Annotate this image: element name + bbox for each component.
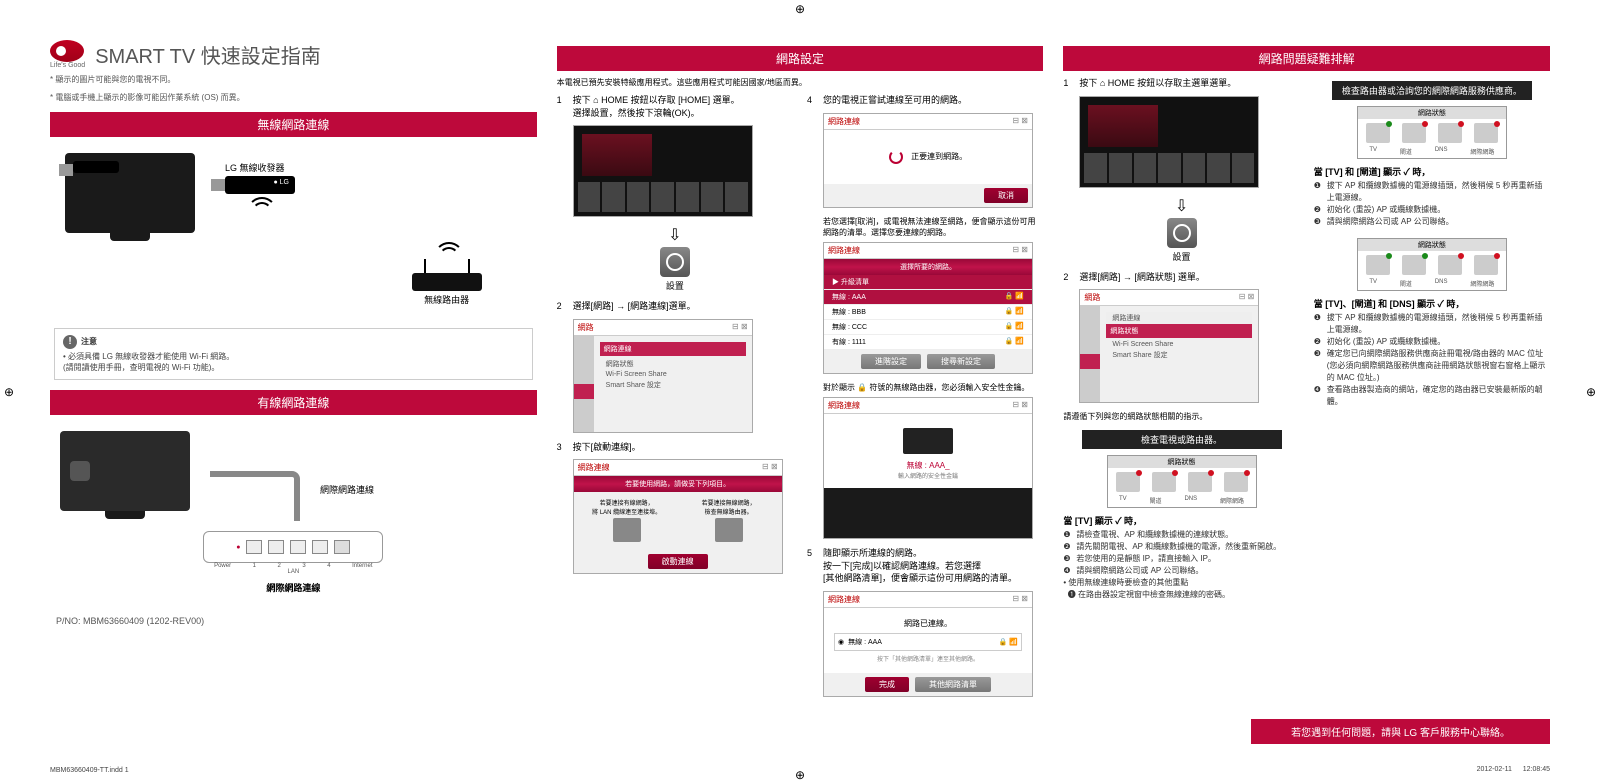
network-intro: 本電視已預先安裝特級應用程式。這些應用程式可能因國家/地區而異。: [557, 77, 1044, 88]
notice-box: ! 注意 • 必須具備 LG 無線收發器才能使用 Wi-Fi 網路。 (請閱讀使用…: [54, 328, 533, 380]
status-internet-icon: [1224, 472, 1248, 492]
advanced-button[interactable]: 進階設定: [861, 354, 921, 369]
notice-title: 注意: [81, 336, 97, 347]
tv-icon: [65, 153, 195, 233]
step-4-note: 若您選擇[取消]，或電視無法連線至網路，便會顯示這份可用網路的清單。選擇您要連線…: [823, 216, 1043, 238]
lg-logo: Life's Good: [50, 40, 85, 69]
meta-filename: MBM63660409-TT.indd 1: [50, 767, 129, 774]
status-box-3: 網路狀態 TV閘道DNS網際網路: [1357, 238, 1507, 291]
notice-body: • 必須具備 LG 無線收發器才能使用 Wi-Fi 網路。 (請閱讀使用手冊，查…: [63, 351, 524, 373]
port-label-internet: Internet: [352, 563, 372, 569]
router-image-icon: [903, 428, 953, 454]
case1-header: 當 [TV] 顯示 ✓ 時，: [1063, 514, 1299, 527]
section-wired: 有線網路連線: [50, 390, 537, 415]
step-4-text: 您的電視正嘗試連線至可用的網路。: [823, 94, 967, 107]
section-network: 網路設定: [557, 46, 1044, 71]
arrow-down-icon-2: ⇩: [1063, 196, 1299, 216]
status-box-1: 網路狀態 TV閘道DNS網際網路: [1107, 455, 1257, 508]
port-label-lan: LAN: [203, 569, 383, 575]
router-panel-icon: ●: [203, 531, 383, 563]
wireless-icon: [715, 518, 743, 542]
tv-back-icon: [60, 431, 190, 511]
connected-screenshot: 網路連線⊟ ⊠ 網路已連線。 ◉無線 : AAA🔒 📶 按下「其他網路清單」連至…: [823, 591, 1033, 697]
port-label-power: Power: [214, 563, 231, 569]
t-step-1: 按下 ⌂ HOME 按鈕以存取主選單選單。: [1079, 77, 1236, 90]
usb-dongle-icon: ● LG: [225, 176, 295, 194]
status-dns-icon: [1188, 472, 1212, 492]
network-status-menu-screenshot: 網路⊟ ⊠ 網路連線 網路狀態 Wi-Fi Screen Share Smart…: [1079, 289, 1259, 403]
router-label: 無線路由器: [412, 293, 482, 306]
dongle-label: LG 無線收發器: [225, 161, 295, 174]
disclaimer-2: * 電腦或手機上顯示的影像可能因作業系統 (OS) 而異。: [50, 93, 537, 103]
crop-mark-left: ⊕: [4, 385, 14, 399]
step-5-text: 隨即顯示所連線的網路。 按一下[完成]以確認網路連線。若您選擇 [其他網路清單]…: [823, 547, 1017, 585]
ap-list-screenshot: 網路連線⊟ ⊠ 選擇所要的網路。 ▶ 升級清單 無線 : AAA🔒 📶 無線 :…: [823, 242, 1033, 374]
settings-gear-icon: [660, 247, 690, 277]
status-box-2: 網路狀態 TV閘道DNS網際網路: [1357, 106, 1507, 159]
exclamation-icon: !: [63, 335, 77, 349]
step-2-text: 選擇[網路] → [網路連線]選單。: [573, 300, 696, 313]
cancel-button[interactable]: 取消: [984, 188, 1028, 203]
section-wireless: 無線網路連線: [50, 112, 537, 137]
wifi-waves-icon-2: [434, 245, 460, 267]
case3-header: 當 [TV]、[閘道] 和 [DNS] 顯示 ✓ 時，: [1314, 297, 1550, 310]
arrow-down-icon: ⇩: [557, 225, 793, 245]
onscreen-keyboard[interactable]: [824, 488, 1032, 538]
wireless-router-icon: [412, 273, 482, 291]
wired-icon: [613, 518, 641, 542]
t-step-2: 選擇[網路] → [網路狀態] 選單。: [1079, 271, 1205, 284]
other-networks-button[interactable]: 其他網路清單: [915, 677, 991, 692]
network-menu-screenshot: 網路⊟ ⊠ 網路連線 網路狀態 Wi-Fi Screen Share Smart…: [573, 319, 753, 433]
case1-list: ❶請檢查電視、AP 和纜線數據機的連線狀態。 ❷請先關閉電視、AP 和纜線數據機…: [1063, 529, 1299, 601]
wireless-diagram: LG 無線收發器 ● LG 無線路由器: [50, 143, 537, 318]
part-number: P/NO: MBM63660409 (1202-REV00): [56, 616, 537, 626]
disclaimer-1: * 顯示的圖片可能與您的電視不同。: [50, 75, 537, 85]
follow-text: 請遵循下列與您的網路狀態相關的指示。: [1063, 411, 1299, 422]
settings-gear-icon-2: [1167, 218, 1197, 248]
window-controls-icon: ⊟ ⊠: [732, 322, 748, 333]
crop-mark-bottom: ⊕: [795, 768, 805, 782]
cable-label-2: 網際網路連線: [203, 581, 383, 594]
case3-list: ❶拔下 AP 和纜線數據機的電源線插頭，然後稍候 5 秒再重新插上電源線。 ❷初…: [1314, 312, 1550, 408]
done-button[interactable]: 完成: [865, 677, 909, 692]
step-3-text: 按下[啟動連線]。: [573, 441, 641, 454]
crop-mark-right: ⊕: [1586, 385, 1596, 399]
search-button[interactable]: 搜尋新設定: [927, 354, 995, 369]
column-troubleshoot: 網路問題疑難排解 1按下 ⌂ HOME 按鈕以存取主選單選單。 ⇩ 設置 2選擇…: [1063, 40, 1550, 705]
settings-label: 設置: [557, 279, 793, 292]
spinner-icon: [889, 150, 903, 164]
doc-header: Life's Good SMART TV 快速設定指南: [50, 40, 537, 69]
start-connection-button[interactable]: 啟動連線: [648, 554, 708, 569]
column-network-setup: 網路設定 本電視已預先安裝特級應用程式。這些應用程式可能因國家/地區而異。 1按…: [557, 40, 1044, 705]
footer-contact: 若您遇到任何問題，請與 LG 客戶服務中心聯絡。: [1251, 719, 1550, 744]
status-gateway-icon: [1152, 472, 1176, 492]
wifi-waves-icon: [247, 200, 273, 222]
case2-list: ❶拔下 AP 和纜線數據機的電源線插頭，然後稍候 5 秒再重新插上電源線。 ❷初…: [1314, 180, 1550, 228]
doc-title: SMART TV 快速設定指南: [95, 40, 321, 69]
status-tv-icon: [1116, 472, 1140, 492]
section-trouble: 網路問題疑難排解: [1063, 46, 1550, 71]
start-connection-screenshot: 網路連線⊟ ⊠ 若要使用網路，請做妥下列項目。 若要連接有線網路， 將 LAN …: [573, 459, 783, 574]
connecting-screenshot: 網路連線⊟ ⊠ 正要連到網路。 取消: [823, 113, 1033, 208]
callout-check-router-isp: 檢查路由器或洽詢您的網際網路服務供應商。: [1332, 81, 1532, 100]
callout-check-tv-router: 檢查電視或路由器。: [1082, 430, 1282, 449]
case2-header: 當 [TV] 和 [閘道] 顯示 ✓ 時，: [1314, 165, 1550, 178]
step-1-text: 按下 ⌂ HOME 按鈕以存取 [HOME] 選單。 選擇設置，然後按下滾輪(O…: [573, 94, 740, 119]
crop-mark-top: ⊕: [795, 2, 805, 16]
lock-icon: 🔒 📶: [1005, 292, 1024, 302]
home-dashboard-screenshot: [573, 125, 753, 217]
step-4-note2: 對於顯示 🔒 符號的無線路由器，您必須輸入安全性金鑰。: [823, 382, 1043, 393]
security-key-screenshot: 網路連線⊟ ⊠ 無線 : AAA_ 輸入網路的安全性金鑰: [823, 397, 1033, 539]
cable-label-1: 網際網路連線: [320, 483, 374, 496]
home-dashboard-screenshot-2: [1079, 96, 1259, 188]
column-wireless-wired: Life's Good SMART TV 快速設定指南 * 顯示的圖片可能與您的…: [50, 40, 537, 705]
meta-date: 2012-02-11 12:08:45: [1477, 764, 1550, 774]
wired-diagram: 網際網路連線 ● Power 1 2 3 4 In: [50, 421, 537, 606]
